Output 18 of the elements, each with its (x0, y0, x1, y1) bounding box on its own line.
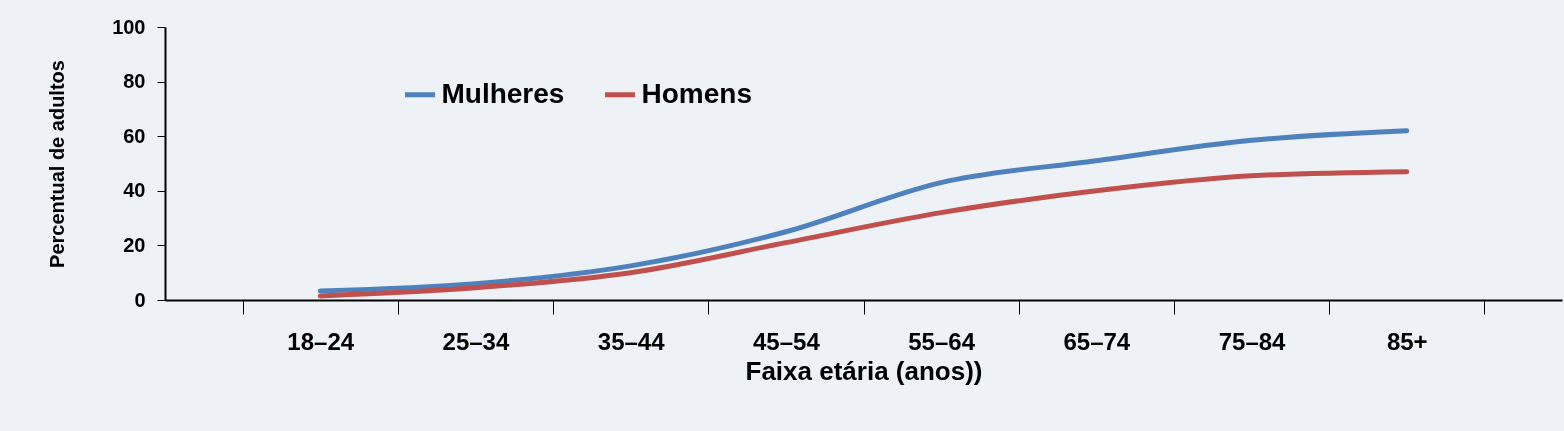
y-tick-label: 40 (123, 179, 146, 202)
y-axis-title: Percentual de adultos (46, 60, 69, 268)
x-tick-label: 25–34 (442, 327, 510, 355)
x-tick-label: 85+ (1386, 327, 1428, 355)
y-tick-label: 80 (123, 70, 146, 93)
y-tick-label: 20 (123, 233, 146, 256)
x-tick-label: 35–44 (597, 327, 666, 355)
legend-label: Homens (641, 77, 752, 109)
x-tick-label: 45–54 (753, 327, 821, 355)
x-axis-title: Faixa etária (anos)) (745, 355, 983, 386)
x-tick-label: 65–74 (1063, 327, 1131, 355)
x-tick-label: 18–24 (287, 327, 355, 355)
y-tick-label: 100 (112, 15, 146, 38)
y-tick-label: 60 (123, 124, 146, 147)
legend-label: Mulheres (441, 77, 565, 109)
y-tick-label: 0 (134, 288, 146, 311)
x-tick-label: 55–64 (908, 327, 976, 355)
x-tick-label: 75–84 (1218, 327, 1287, 355)
